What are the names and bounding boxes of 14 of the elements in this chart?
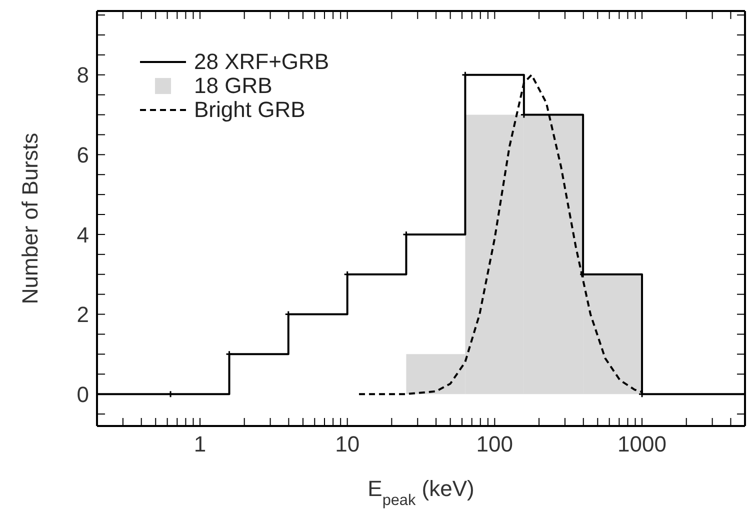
x-axis-title: E$_{peak}$ (keV) <box>368 476 474 508</box>
y-axis-title: Number of Bursts <box>18 132 42 304</box>
y-tick-label: 0 <box>76 382 89 407</box>
y-tick-label: 4 <box>76 222 89 248</box>
legend-label: Bright GRB <box>194 97 306 122</box>
x-tick-label: 10 <box>335 432 360 457</box>
x-tick-label: 1 <box>194 432 206 457</box>
legend-label: 18 GRB <box>194 73 272 98</box>
x-tick-label: 100 <box>476 432 514 457</box>
y-tick-label: 2 <box>76 302 89 328</box>
y-tick-label: 8 <box>76 62 89 88</box>
y-tick-label: 6 <box>76 142 89 168</box>
x-tick-label: 1000 <box>618 432 666 457</box>
legend-label: 28 XRF+GRB <box>194 49 330 74</box>
